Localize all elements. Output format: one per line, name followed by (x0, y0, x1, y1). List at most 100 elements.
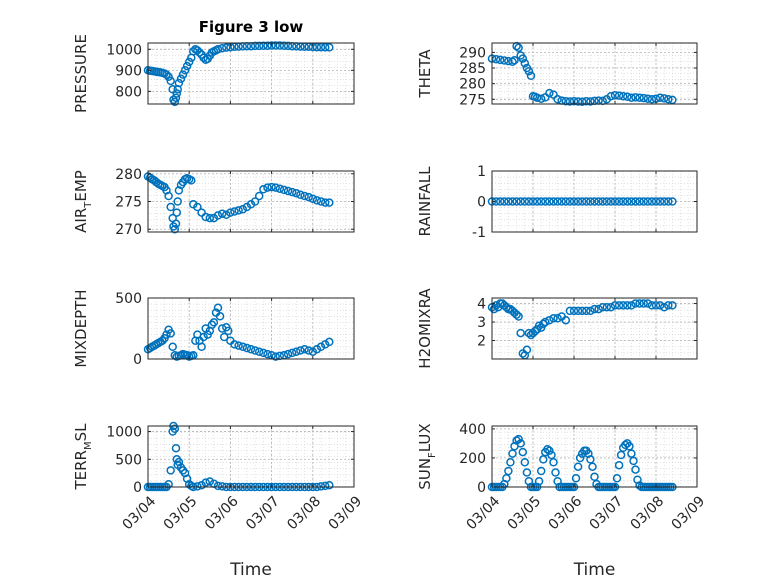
data-point (271, 41, 280, 50)
data-point (213, 45, 223, 54)
data-point (528, 197, 538, 206)
data-point (643, 299, 653, 308)
y-axis-label-suffix: EMP (72, 170, 90, 201)
data-point (162, 330, 171, 339)
data-point (201, 212, 210, 222)
data-point (504, 56, 513, 66)
y-tick-label: 500 (115, 452, 142, 468)
y-tick-label: 0 (477, 480, 486, 496)
data-point (545, 446, 554, 455)
series-markers (487, 197, 677, 206)
data-point (166, 76, 175, 86)
x-tick-label: 03/09 (668, 493, 708, 533)
data-point (565, 97, 575, 106)
y-axis-label: MIXDEPTH (72, 289, 90, 367)
data-point (627, 93, 636, 102)
panel-air_temp: 270 275 280 AIRTEMP (72, 167, 355, 238)
data-point (659, 302, 669, 312)
data-point (217, 482, 227, 491)
y-tick-label: -1 (472, 225, 486, 241)
data-point (495, 55, 505, 65)
data-point (590, 472, 599, 482)
data-point (254, 191, 264, 201)
data-point (655, 301, 665, 310)
data-point (577, 197, 587, 206)
data-point (543, 444, 552, 454)
tick-marks (491, 43, 698, 104)
data-point (226, 208, 235, 217)
data-point (520, 458, 530, 467)
y-axis-label-main: TERR (72, 450, 90, 491)
data-point (539, 319, 548, 329)
data-point (549, 197, 558, 206)
tick-marks (147, 426, 355, 488)
panel-sun_flux: 0 200 400 SUNFLUX 03/04 03/05 03/06 03/07 03/08 0… (416, 422, 708, 580)
y-axis-label-suffix: SL (72, 423, 90, 442)
data-point (224, 326, 233, 336)
data-point (539, 455, 548, 464)
data-point (510, 55, 519, 65)
data-point (524, 197, 534, 206)
data-point (205, 213, 215, 223)
data-point (296, 346, 305, 355)
data-point (172, 208, 182, 217)
data-point (166, 202, 175, 212)
data-point (495, 197, 505, 206)
data-point (514, 43, 523, 52)
data-point (180, 468, 190, 478)
data-point (635, 197, 644, 206)
data-point (639, 197, 648, 206)
data-point (549, 314, 558, 323)
data-point (668, 301, 677, 310)
data-point (176, 74, 186, 84)
data-point (647, 95, 657, 104)
y-tick-label: 500 (115, 291, 142, 307)
y-tick-label: 800 (115, 84, 142, 100)
data-point (158, 336, 167, 345)
x-tick-label: 03/08 (284, 493, 324, 533)
data-point (627, 301, 636, 310)
data-point (234, 341, 243, 350)
y-tick-label: 275 (459, 92, 486, 108)
y-tick-label: 285 (459, 61, 486, 77)
data-point (504, 197, 513, 206)
data-point (238, 342, 248, 352)
data-point (271, 183, 280, 192)
data-point (171, 93, 181, 102)
data-point (610, 197, 620, 206)
data-point (193, 202, 202, 212)
x-axis-label: Time (573, 560, 616, 580)
x-tick-label: 03/05 (504, 493, 544, 533)
data-point (582, 96, 591, 106)
data-point (573, 462, 583, 471)
data-point (522, 468, 532, 477)
x-tick-label: 03/07 (586, 493, 626, 533)
data-point (549, 458, 558, 467)
x-tick-label: 03/04 (119, 493, 159, 533)
y-axis-label-subscript: M (83, 441, 94, 450)
y-tick-label: 1000 (106, 425, 142, 441)
data-point (530, 327, 540, 336)
data-point (164, 479, 173, 489)
data-point (569, 96, 579, 106)
y-tick-label: 275 (115, 195, 142, 211)
data-point (635, 299, 644, 308)
data-point (639, 299, 648, 308)
axes-box (147, 42, 355, 105)
data-point (325, 43, 334, 52)
data-point (271, 352, 280, 361)
data-point (602, 302, 612, 312)
data-point (287, 348, 297, 358)
data-point (553, 314, 562, 323)
data-point (234, 206, 243, 215)
data-point (300, 191, 309, 201)
y-axis-label-main: MIXDEPTH (72, 289, 90, 367)
axes-box (491, 425, 698, 488)
data-point (201, 478, 210, 487)
y-tick-label: 0 (133, 480, 142, 496)
data-point (217, 44, 227, 53)
data-point (283, 186, 293, 196)
data-point (213, 481, 223, 491)
data-point (586, 455, 595, 464)
data-point (664, 197, 673, 206)
